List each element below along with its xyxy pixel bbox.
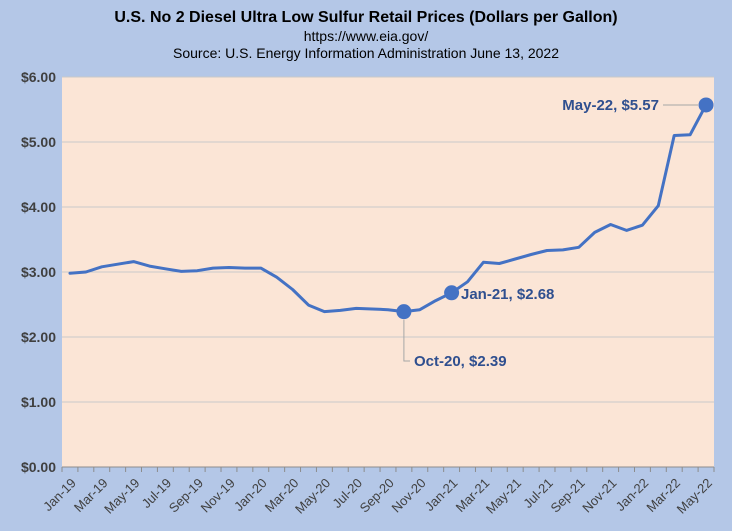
y-tick-label: $0.00	[21, 459, 56, 475]
chart-source: Source: U.S. Energy Information Administ…	[173, 45, 559, 61]
annotation-label: Jan-21, $2.68	[461, 286, 554, 303]
x-tick-label: Nov-19	[198, 475, 238, 515]
y-tick-label: $4.00	[21, 199, 56, 215]
x-tick-label: Sep-21	[547, 475, 587, 515]
title-block: U.S. No 2 Diesel Ultra Low Sulfur Retail…	[0, 8, 732, 62]
x-tick-label: May-19	[101, 475, 142, 516]
annotation-label: Oct-20, $2.39	[414, 353, 507, 370]
x-tick-label: May-21	[483, 475, 524, 516]
y-tick-label: $3.00	[21, 264, 56, 280]
chart-subtitle: https://www.eia.gov/	[303, 28, 429, 44]
y-tick-label: $5.00	[21, 134, 56, 150]
x-tick-label: Jan-20	[231, 475, 270, 514]
chart-title: U.S. No 2 Diesel Ultra Low Sulfur Retail…	[114, 9, 618, 26]
y-tick-label: $1.00	[21, 394, 56, 410]
x-tick-label: Sep-19	[166, 475, 206, 515]
x-tick-label: May-20	[292, 475, 333, 516]
series-line	[68, 103, 708, 314]
x-tick-label: Nov-21	[579, 475, 619, 515]
annotation-marker	[698, 97, 714, 113]
y-tick-label: $2.00	[21, 329, 56, 345]
annotation-label: May-22, $5.57	[562, 97, 659, 114]
x-tick-label: Jan-21	[422, 475, 461, 514]
annotation-marker	[396, 304, 412, 320]
x-tick-label: Nov-20	[388, 475, 428, 515]
x-tick-label: Sep-20	[357, 475, 397, 515]
x-tick-label: Jan-22	[613, 475, 652, 514]
annotation-marker	[444, 285, 460, 301]
series-layer	[68, 103, 708, 314]
annotations: May-22, $5.57 Jan-21, $2.68 Oct-20, $2.39	[396, 97, 714, 370]
x-tick-label: Jan-19	[40, 475, 79, 514]
x-tick-label: May-22	[674, 475, 715, 516]
y-tick-label: $6.00	[21, 69, 56, 85]
annotation-leader	[403, 319, 410, 362]
